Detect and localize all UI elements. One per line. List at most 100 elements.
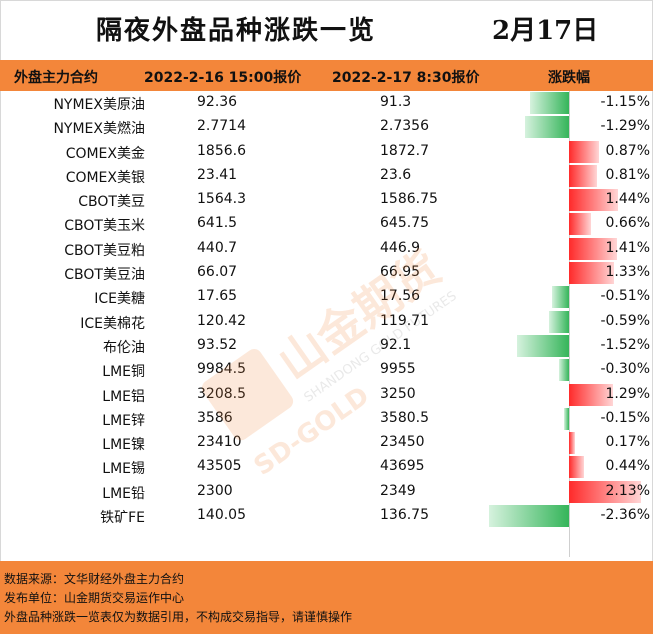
price-now: 43695 — [380, 458, 425, 475]
table-row: 布伦油 93.52 92.1 -1.52% — [0, 334, 653, 358]
price-now: 2349 — [380, 482, 416, 499]
table-row: LME锡 43505 43695 0.44% — [0, 455, 653, 479]
table-header: 外盘主力合约 2022-2-16 15:00报价 2022-2-17 8:30报… — [0, 60, 653, 91]
title-row: 隔夜外盘品种涨跌一览 2月17日 — [0, 0, 653, 58]
contract-name: LME锌 — [102, 412, 145, 429]
change-percent: 1.33% — [605, 264, 650, 281]
price-prev: 66.07 — [197, 264, 238, 281]
price-prev: 93.52 — [197, 336, 238, 353]
price-prev: 3586 — [197, 409, 233, 426]
change-bar — [525, 116, 569, 139]
contract-name: CBOT美豆油 — [64, 267, 145, 284]
price-prev: 3208.5 — [197, 385, 246, 402]
change-percent: -0.59% — [600, 312, 650, 329]
change-bar — [488, 505, 569, 528]
change-bar — [558, 359, 569, 382]
change-percent: 1.41% — [605, 239, 650, 256]
price-now: 17.56 — [380, 288, 421, 305]
footer-publisher: 发布单位：山金期货交易运作中心 — [4, 591, 185, 605]
price-now: 91.3 — [380, 94, 412, 110]
change-percent: -1.15% — [600, 94, 650, 110]
contract-name: COMEX美银 — [65, 169, 145, 186]
price-prev: 92.36 — [197, 94, 238, 110]
change-bar — [569, 189, 618, 212]
contract-name: LME铝 — [102, 388, 145, 405]
price-now: 446.9 — [380, 239, 421, 256]
price-prev: 2.7714 — [197, 118, 246, 135]
change-percent: 2.13% — [605, 482, 650, 499]
contract-name: 铁矿FE — [100, 510, 145, 527]
price-prev: 43505 — [197, 458, 242, 475]
table-row: COMEX美银 23.41 23.6 0.81% — [0, 164, 653, 188]
price-prev: 1856.6 — [197, 142, 246, 159]
change-bar — [569, 480, 642, 503]
change-percent: -0.30% — [600, 361, 650, 378]
change-percent: 1.44% — [605, 191, 650, 208]
table-row: NYMEX美燃油 2.7714 2.7356 -1.29% — [0, 115, 653, 139]
report-date: 2月17日 — [492, 16, 599, 46]
price-now: 3250 — [380, 385, 416, 402]
change-percent: -1.52% — [600, 336, 650, 353]
table-row: LME铅 2300 2349 2.13% — [0, 480, 653, 504]
price-prev: 17.65 — [197, 288, 238, 305]
price-prev: 23410 — [197, 434, 242, 451]
price-now: 645.75 — [380, 215, 429, 232]
contract-name: 布伦油 — [103, 339, 145, 356]
contract-name: LME铜 — [102, 364, 145, 381]
change-percent: 1.29% — [605, 385, 650, 402]
footer-source: 数据来源：文华财经外盘主力合约 — [4, 572, 185, 586]
change-bar — [563, 407, 569, 430]
change-percent: -2.36% — [600, 507, 650, 524]
change-bar — [569, 237, 617, 260]
table-row: NYMEX美原油 92.36 91.3 -1.15% — [0, 91, 653, 115]
table-row: LME锌 3586 3580.5 -0.15% — [0, 407, 653, 431]
price-prev: 1564.3 — [197, 191, 246, 208]
contract-name: CBOT美玉米 — [64, 218, 145, 235]
price-prev: 23.41 — [197, 166, 238, 183]
price-prev: 120.42 — [197, 312, 246, 329]
table-row: COMEX美金 1856.6 1872.7 0.87% — [0, 140, 653, 164]
change-percent: -0.15% — [600, 409, 650, 426]
price-now: 23450 — [380, 434, 425, 451]
change-percent: 0.17% — [605, 434, 650, 451]
price-prev: 2300 — [197, 482, 233, 499]
change-percent: 0.81% — [605, 166, 650, 183]
price-now: 92.1 — [380, 336, 412, 353]
change-bar — [569, 432, 575, 455]
table-row: CBOT美豆 1564.3 1586.75 1.44% — [0, 188, 653, 212]
table-row: ICE美糖 17.65 17.56 -0.51% — [0, 285, 653, 309]
price-prev: 641.5 — [197, 215, 238, 232]
change-bar — [569, 383, 613, 406]
table-row: LME镍 23410 23450 0.17% — [0, 431, 653, 455]
price-now: 3580.5 — [380, 409, 429, 426]
header-price-prev: 2022-2-16 15:00报价 — [144, 70, 302, 86]
table-row: ICE美棉花 120.42 119.71 -0.59% — [0, 310, 653, 334]
change-percent: -1.29% — [600, 118, 650, 135]
change-bar — [548, 310, 569, 333]
price-now: 136.75 — [380, 507, 429, 524]
footer: 数据来源：文华财经外盘主力合约 发布单位：山金期货交易运作中心 外盘品种涨跌一览… — [0, 561, 653, 634]
contract-name: CBOT美豆 — [78, 194, 145, 211]
price-now: 2.7356 — [380, 118, 429, 135]
contract-name: NYMEX美原油 — [53, 97, 145, 113]
price-now: 9955 — [380, 361, 416, 378]
table-row: CBOT美豆油 66.07 66.95 1.33% — [0, 261, 653, 285]
table-row: CBOT美玉米 641.5 645.75 0.66% — [0, 212, 653, 236]
table-body: NYMEX美原油 92.36 91.3 -1.15% NYMEX美燃油 2.7714 2.7… — [0, 91, 653, 528]
contract-name: NYMEX美燃油 — [53, 121, 145, 138]
price-prev: 9984.5 — [197, 361, 246, 378]
contract-name: LME锡 — [102, 461, 145, 478]
contract-name: CBOT美豆粕 — [64, 242, 145, 259]
table-row: LME铝 3208.5 3250 1.29% — [0, 383, 653, 407]
bar-axis — [569, 91, 570, 557]
table-row: CBOT美豆粕 440.7 446.9 1.41% — [0, 237, 653, 261]
change-percent: 0.87% — [605, 142, 650, 159]
change-bar — [551, 286, 569, 309]
change-bar — [517, 334, 569, 357]
contract-name: LME镍 — [102, 437, 145, 454]
price-now: 66.95 — [380, 264, 421, 281]
header-change: 涨跌幅 — [548, 70, 590, 86]
contract-name: ICE美棉花 — [80, 315, 145, 332]
price-now: 23.6 — [380, 166, 412, 183]
page-title: 隔夜外盘品种涨跌一览 — [96, 16, 377, 46]
